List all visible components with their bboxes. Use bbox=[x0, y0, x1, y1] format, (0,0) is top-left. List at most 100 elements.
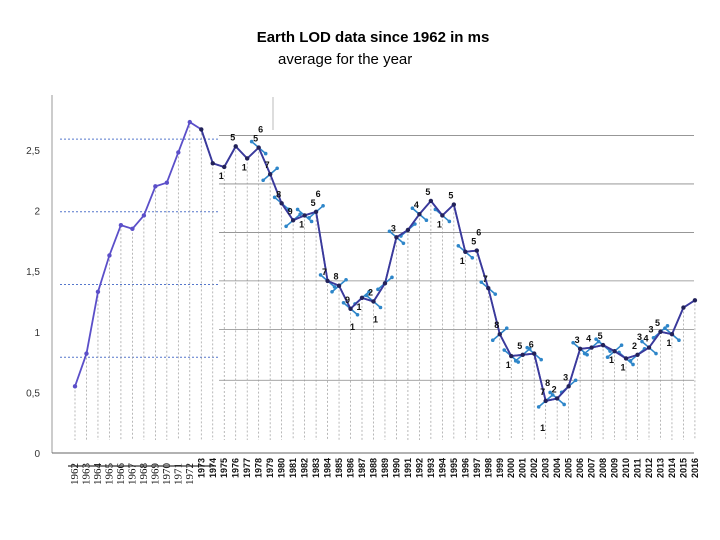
point-label: 3 bbox=[648, 325, 653, 335]
point-label: 1 bbox=[506, 360, 511, 370]
x-tick-label: 2010 bbox=[621, 458, 631, 478]
rotation-arrow-head bbox=[456, 244, 461, 248]
point-label: 5 bbox=[425, 187, 430, 197]
rotation-arrow-head bbox=[376, 287, 380, 292]
rotation-arrow-head bbox=[619, 343, 624, 347]
point-label: 6 bbox=[529, 340, 534, 350]
data-point bbox=[199, 127, 204, 132]
rotation-arrow-head bbox=[571, 340, 575, 345]
rotation-arrow-head bbox=[387, 229, 392, 234]
rotation-arrow-head bbox=[275, 166, 279, 171]
point-label: 3 bbox=[391, 223, 396, 233]
lod-series-line bbox=[74, 120, 696, 402]
point-label: 1 bbox=[460, 256, 465, 266]
rotation-arrow-head bbox=[410, 206, 415, 211]
rotation-arrow-head bbox=[605, 355, 610, 359]
rotation-arrow-head bbox=[424, 218, 429, 223]
x-tick-label: 2002 bbox=[529, 458, 539, 478]
rotation-arrow-head bbox=[479, 280, 484, 284]
x-tick-label: 1995 bbox=[449, 458, 459, 478]
x-tick-label: 1981 bbox=[288, 458, 298, 478]
x-tick-label: 1965 bbox=[103, 463, 115, 486]
point-label: 1 bbox=[299, 219, 304, 229]
point-label: 5 bbox=[230, 132, 235, 142]
data-point bbox=[474, 248, 479, 253]
chart-subtitle: average for the year bbox=[278, 51, 413, 68]
data-point bbox=[417, 212, 422, 217]
point-label: 1 bbox=[356, 302, 361, 312]
point-label: 2 bbox=[552, 384, 557, 394]
x-tick-label: 1971 bbox=[172, 463, 184, 485]
data-point bbox=[222, 164, 227, 170]
data-point bbox=[95, 289, 101, 295]
point-label: 7 bbox=[322, 267, 327, 277]
x-tick-label: 1963 bbox=[80, 463, 92, 486]
point-label: 7 bbox=[483, 274, 488, 284]
rotation-arrow-head bbox=[502, 348, 507, 352]
x-tick-label: 1966 bbox=[115, 463, 127, 486]
data-point bbox=[589, 345, 594, 350]
x-tick-label: 1970 bbox=[161, 463, 173, 486]
point-label: 8 bbox=[276, 189, 281, 199]
data-point bbox=[394, 235, 399, 240]
rotation-arrow-head bbox=[548, 390, 552, 395]
rotation-arrow-head bbox=[628, 359, 633, 363]
data-point bbox=[681, 305, 686, 310]
data-point bbox=[359, 295, 365, 301]
x-tick-label: 2012 bbox=[644, 458, 654, 478]
point-label: 1 bbox=[621, 362, 626, 372]
rotation-arrow-head bbox=[654, 351, 658, 356]
point-label: 9 bbox=[345, 295, 350, 305]
point-label: 4 bbox=[643, 334, 648, 344]
data-point bbox=[164, 180, 170, 185]
rotation-arrow-head bbox=[263, 151, 268, 156]
point-label: 1 bbox=[437, 219, 442, 229]
data-point bbox=[692, 298, 698, 303]
x-tick-label: 1969 bbox=[149, 463, 161, 486]
data-point bbox=[313, 209, 319, 215]
point-label: 1 bbox=[540, 423, 545, 433]
x-tick-label: 1997 bbox=[472, 458, 482, 478]
point-label: 8 bbox=[494, 320, 499, 330]
x-tick-label: 1986 bbox=[346, 458, 356, 478]
data-point bbox=[669, 332, 675, 337]
rotation-arrow-head bbox=[401, 241, 406, 246]
x-tick-label: 1989 bbox=[380, 458, 390, 478]
point-label: 5 bbox=[598, 331, 603, 341]
rotation-arrow-head bbox=[573, 378, 578, 383]
point-label: 5 bbox=[448, 191, 453, 201]
x-tick-label: 2001 bbox=[518, 458, 528, 478]
data-point bbox=[600, 342, 606, 348]
data-point bbox=[84, 351, 89, 356]
x-tick-label: 1998 bbox=[483, 458, 493, 478]
point-label: 1 bbox=[350, 322, 355, 332]
chart-title: Earth LOD data since 1962 in ms bbox=[256, 29, 490, 46]
x-tick-label: 1979 bbox=[265, 458, 275, 478]
rotation-arrow-head bbox=[594, 337, 598, 341]
point-label: 5 bbox=[253, 134, 258, 144]
x-tick-label: 1977 bbox=[242, 458, 252, 478]
rotation-arrow-head bbox=[631, 362, 635, 367]
data-point bbox=[623, 356, 629, 361]
data-point bbox=[451, 202, 457, 207]
data-point bbox=[153, 184, 158, 189]
data-point bbox=[577, 346, 583, 351]
data-point bbox=[658, 329, 663, 334]
point-label: 1 bbox=[666, 338, 671, 348]
data-point bbox=[210, 161, 215, 166]
data-point bbox=[348, 306, 353, 311]
point-label: 1 bbox=[609, 355, 614, 365]
x-tick-label: 1990 bbox=[391, 458, 401, 478]
y-tick-label: 1,5 bbox=[26, 267, 40, 278]
rotation-arrow-head bbox=[640, 339, 644, 344]
data-point bbox=[509, 353, 514, 359]
point-label: 9 bbox=[288, 206, 293, 216]
x-tick-label: 1985 bbox=[334, 458, 344, 478]
rotation-arrow-head bbox=[341, 300, 346, 305]
point-label: 5 bbox=[517, 341, 522, 351]
rotation-arrow-head bbox=[321, 204, 325, 208]
data-point bbox=[382, 281, 388, 286]
x-tick-label: 1993 bbox=[426, 458, 436, 478]
